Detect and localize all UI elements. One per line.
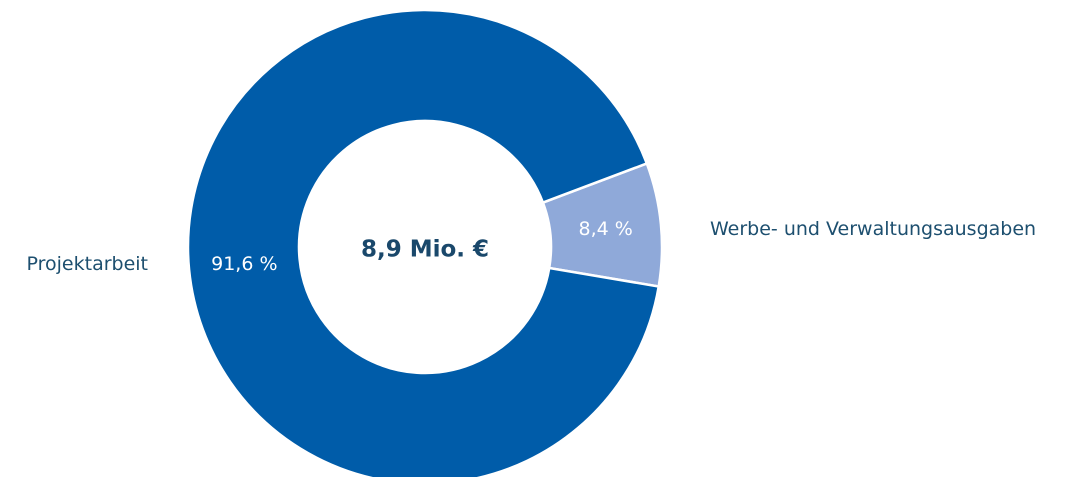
center-label: 8,9 Mio. €	[361, 237, 489, 263]
donut-segment	[186, 8, 661, 477]
category-label: Projektarbeit	[27, 253, 149, 275]
value-label: 91,6 %	[211, 253, 277, 275]
value-label: 8,4 %	[579, 218, 633, 240]
category-label: Werbe- und Verwaltungsausgaben	[710, 218, 1036, 240]
